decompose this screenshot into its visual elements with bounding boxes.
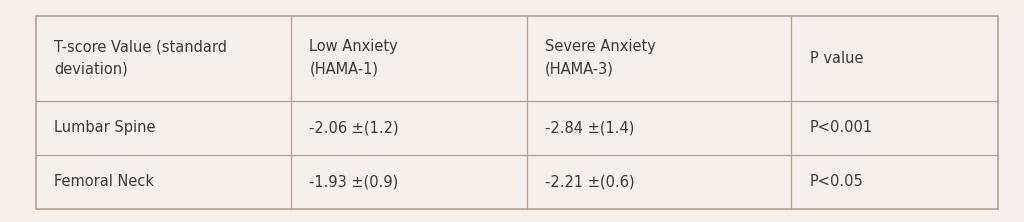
- Text: P value: P value: [810, 51, 863, 65]
- Text: Low Anxiety
(HAMA-1): Low Anxiety (HAMA-1): [309, 40, 398, 77]
- Text: T-score Value (standard
deviation): T-score Value (standard deviation): [54, 40, 227, 77]
- Text: P<0.05: P<0.05: [810, 174, 863, 189]
- Text: -2.84 ±(1.4): -2.84 ±(1.4): [545, 120, 635, 135]
- Text: -2.06 ±(1.2): -2.06 ±(1.2): [309, 120, 399, 135]
- Text: -2.21 ±(0.6): -2.21 ±(0.6): [545, 174, 635, 189]
- Text: P<0.001: P<0.001: [810, 120, 873, 135]
- Text: Severe Anxiety
(HAMA-3): Severe Anxiety (HAMA-3): [545, 40, 656, 77]
- Text: -1.93 ±(0.9): -1.93 ±(0.9): [309, 174, 398, 189]
- Text: Lumbar Spine: Lumbar Spine: [54, 120, 156, 135]
- Bar: [36, 16, 998, 209]
- Text: Femoral Neck: Femoral Neck: [54, 174, 155, 189]
